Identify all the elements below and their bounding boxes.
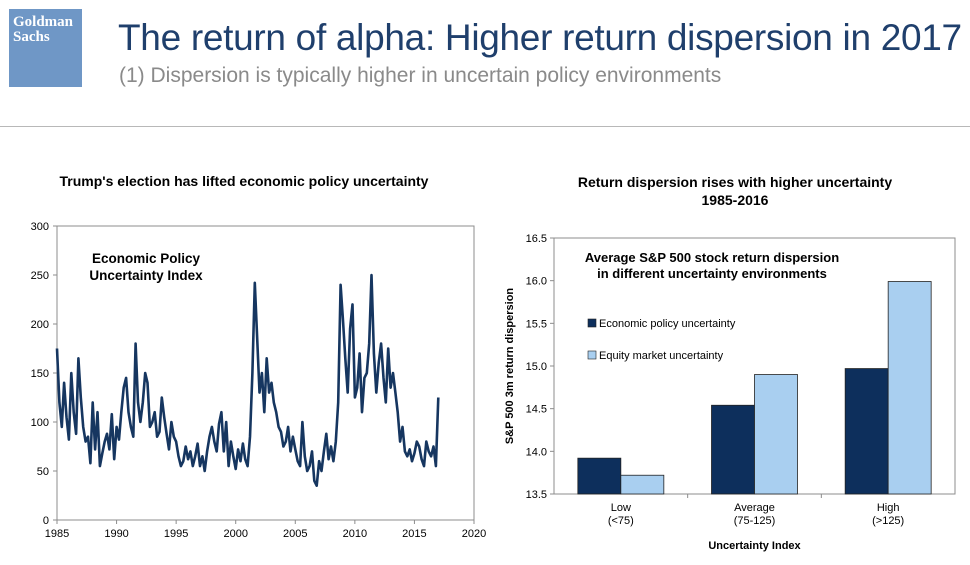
page-title: The return of alpha: Higher return dispe… [118, 17, 962, 58]
left-y-tick-label: 50 [37, 466, 49, 478]
left-x-tick-label: 1985 [45, 528, 69, 540]
left-y-tick-label: 300 [31, 221, 49, 233]
right-annotation-line-2: in different uncertainty environments [597, 266, 827, 281]
bar-economic-policy-1 [711, 404, 755, 495]
right-y-tick-label: 15.0 [526, 361, 547, 373]
legend-swatch-1 [587, 350, 597, 360]
page-subtitle: (1) Dispersion is typically higher in un… [119, 64, 722, 87]
goldman-sachs-logo: Goldman Sachs [9, 9, 82, 87]
left-y-tick-label: 0 [43, 515, 49, 527]
right-x-axis-title: Uncertainty Index [708, 540, 801, 552]
right-y-tick-label: 16.0 [526, 276, 547, 288]
left-chart-title: Trump's election has lifted economic pol… [59, 173, 429, 189]
right-x-tick-sublabel: (75-125) [734, 515, 776, 527]
right-chart-title-line-2: 1985-2016 [701, 192, 769, 208]
right-x-tick-label: Low [611, 502, 631, 514]
right-y-tick-label: 13.5 [526, 489, 547, 501]
right-chart-title-line-1: Return dispersion rises with higher unce… [577, 174, 893, 190]
right-x-tick-label: High [877, 502, 900, 514]
bar-economic-policy-0 [577, 457, 622, 495]
bar-economic-policy-2 [844, 368, 889, 495]
header-divider [0, 126, 970, 127]
legend-label-0: Economic policy uncertainty [599, 318, 736, 330]
right-annotation-line-1: Average S&P 500 stock return dispersion [585, 250, 839, 265]
left-y-tick-label: 200 [31, 319, 49, 331]
bar-equity-market-2 [887, 281, 932, 495]
legend-swatch-0 [587, 318, 597, 328]
bar-equity-market-0 [620, 474, 665, 495]
left-x-tick-label: 1990 [104, 528, 128, 540]
left-x-tick-label: 2015 [402, 528, 426, 540]
left-y-tick-label: 100 [31, 417, 49, 429]
left-annotation-line-2: Uncertainty Index [89, 268, 203, 283]
right-y-tick-label: 15.5 [526, 318, 547, 330]
legend-label-1: Equity market uncertainty [599, 350, 724, 362]
left-x-tick-label: 2000 [223, 528, 247, 540]
right-chart-title: Return dispersion rises with higher unce… [500, 173, 970, 209]
right-y-tick-label: 14.0 [526, 446, 547, 458]
left-x-tick-label: 2020 [462, 528, 486, 540]
left-y-tick-label: 250 [31, 270, 49, 282]
left-annotation-line-1: Economic Policy [92, 251, 201, 266]
right-y-tick-label: 16.5 [526, 233, 547, 245]
right-y-tick-label: 14.5 [526, 404, 547, 416]
right-x-tick-label: Average [734, 502, 775, 514]
left-x-tick-label: 2010 [343, 528, 367, 540]
right-x-tick-sublabel: (>125) [872, 515, 904, 527]
logo-line-2: Sachs [13, 29, 50, 45]
bar-equity-market-1 [754, 374, 798, 495]
epu-index-line [55, 273, 440, 488]
right-y-axis-title: S&P 500 3m return dispersion [504, 288, 516, 445]
right-x-tick-sublabel: (<75) [608, 515, 634, 527]
left-x-tick-label: 2005 [283, 528, 307, 540]
left-x-tick-label: 1995 [164, 528, 188, 540]
left-y-tick-label: 150 [31, 368, 49, 380]
logo-line-1: Goldman [13, 14, 74, 30]
